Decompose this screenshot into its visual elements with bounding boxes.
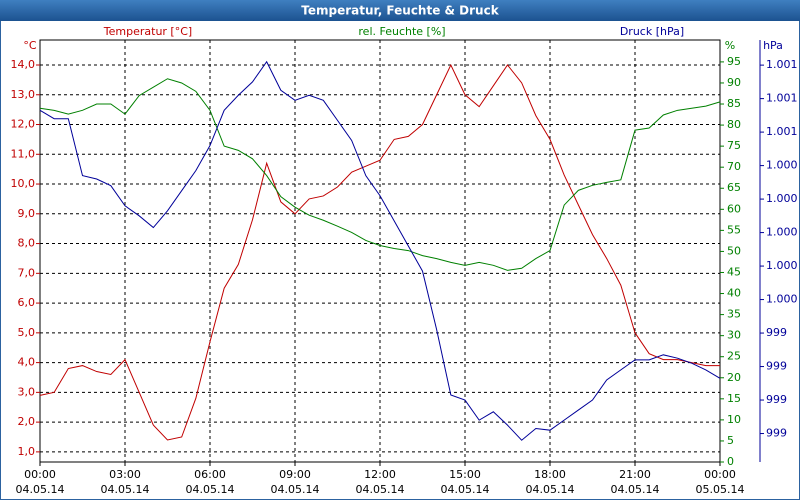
y2-tick-label: 5: [727, 434, 734, 447]
x-tick-date: 04.05.14: [526, 483, 575, 496]
y-tick-label: 1,0: [18, 445, 36, 458]
x-tick-date: 04.05.14: [611, 483, 660, 496]
y2-axis-unit: %: [725, 39, 735, 52]
y2-tick-label: 0: [727, 455, 734, 468]
x-tick-date: 04.05.14: [271, 483, 320, 496]
series-line: [39, 78, 721, 271]
y2-tick-label: 45: [727, 265, 741, 278]
y2-tick-label: 75: [727, 139, 741, 152]
x-tick-label: 06:00: [194, 468, 226, 481]
x-tick-label: 15:00: [449, 468, 481, 481]
y-tick-label: 12,0: [11, 118, 36, 131]
x-tick-label: 12:00: [364, 468, 396, 481]
y3-tick-label: 1.000: [766, 159, 798, 172]
y-tick-label: 11,0: [11, 147, 36, 160]
series-line: [39, 60, 721, 441]
y3-tick-label: 999: [766, 393, 787, 406]
y2-tick-label: 90: [727, 76, 741, 89]
y2-tick-label: 15: [727, 392, 741, 405]
y2-tick-label: 50: [727, 244, 741, 257]
y2-tick-label: 25: [727, 350, 741, 363]
y2-tick-label: 30: [727, 329, 741, 342]
y3-tick-label: 999: [766, 427, 787, 440]
y-tick-label: 10,0: [11, 177, 36, 190]
y2-tick-label: 65: [727, 181, 741, 194]
legend-entry: Temperatur [°C]: [103, 25, 192, 38]
x-tick-label: 09:00: [279, 468, 311, 481]
y2-tick-label: 20: [727, 371, 741, 384]
y3-tick-label: 999: [766, 326, 787, 339]
x-tick-label: 21:00: [619, 468, 651, 481]
y-tick-label: 2,0: [18, 415, 36, 428]
x-tick-label: 00:00: [24, 468, 56, 481]
y3-tick-label: 1.001: [766, 125, 798, 138]
y-tick-label: 3,0: [18, 385, 36, 398]
series-line: [39, 63, 720, 441]
x-tick-label: 00:00: [704, 468, 736, 481]
y3-axis-unit: hPa: [763, 39, 783, 52]
y2-tick-label: 10: [727, 413, 741, 426]
y3-tick-label: 1.000: [766, 293, 798, 306]
y3-tick-label: 999: [766, 360, 787, 373]
y-tick-label: 5,0: [18, 326, 36, 339]
legend-entry: rel. Feuchte [%]: [358, 25, 445, 38]
title-bar: [0, 0, 800, 21]
y2-tick-label: 80: [727, 118, 741, 131]
x-tick-label: 03:00: [109, 468, 141, 481]
y2-tick-label: 55: [727, 223, 741, 236]
y2-tick-label: 35: [727, 308, 741, 321]
y2-tick-label: 40: [727, 287, 741, 300]
legend-entry: Druck [hPa]: [620, 25, 684, 38]
y2-tick-label: 60: [727, 202, 741, 215]
y-tick-label: 4,0: [18, 356, 36, 369]
y-tick-label: 14,0: [11, 58, 36, 71]
x-tick-date: 04.05.14: [356, 483, 405, 496]
x-tick-date: 04.05.14: [186, 483, 235, 496]
y-tick-label: 6,0: [18, 296, 36, 309]
y-tick-label: 8,0: [18, 237, 36, 250]
y-tick-label: 7,0: [18, 266, 36, 279]
y3-tick-label: 1.000: [766, 192, 798, 205]
y2-tick-label: 85: [727, 97, 741, 110]
y-axis-unit: °C: [23, 39, 37, 52]
y2-tick-label: 70: [727, 160, 741, 173]
y2-tick-label: 95: [727, 55, 741, 68]
y3-tick-label: 1.000: [766, 259, 798, 272]
y3-tick-label: 1.000: [766, 226, 798, 239]
y3-tick-label: 1.001: [766, 92, 798, 105]
y-tick-label: 13,0: [11, 88, 36, 101]
x-tick-date: 05.05.14: [696, 483, 745, 496]
x-tick-date: 04.05.14: [16, 483, 65, 496]
y-tick-label: 9,0: [18, 207, 36, 220]
x-tick-date: 04.05.14: [441, 483, 490, 496]
chart-title: Temperatur, Feuchte & Druck: [301, 4, 499, 18]
x-tick-date: 04.05.14: [101, 483, 150, 496]
y3-tick-label: 1.001: [766, 58, 798, 71]
x-tick-label: 18:00: [534, 468, 566, 481]
